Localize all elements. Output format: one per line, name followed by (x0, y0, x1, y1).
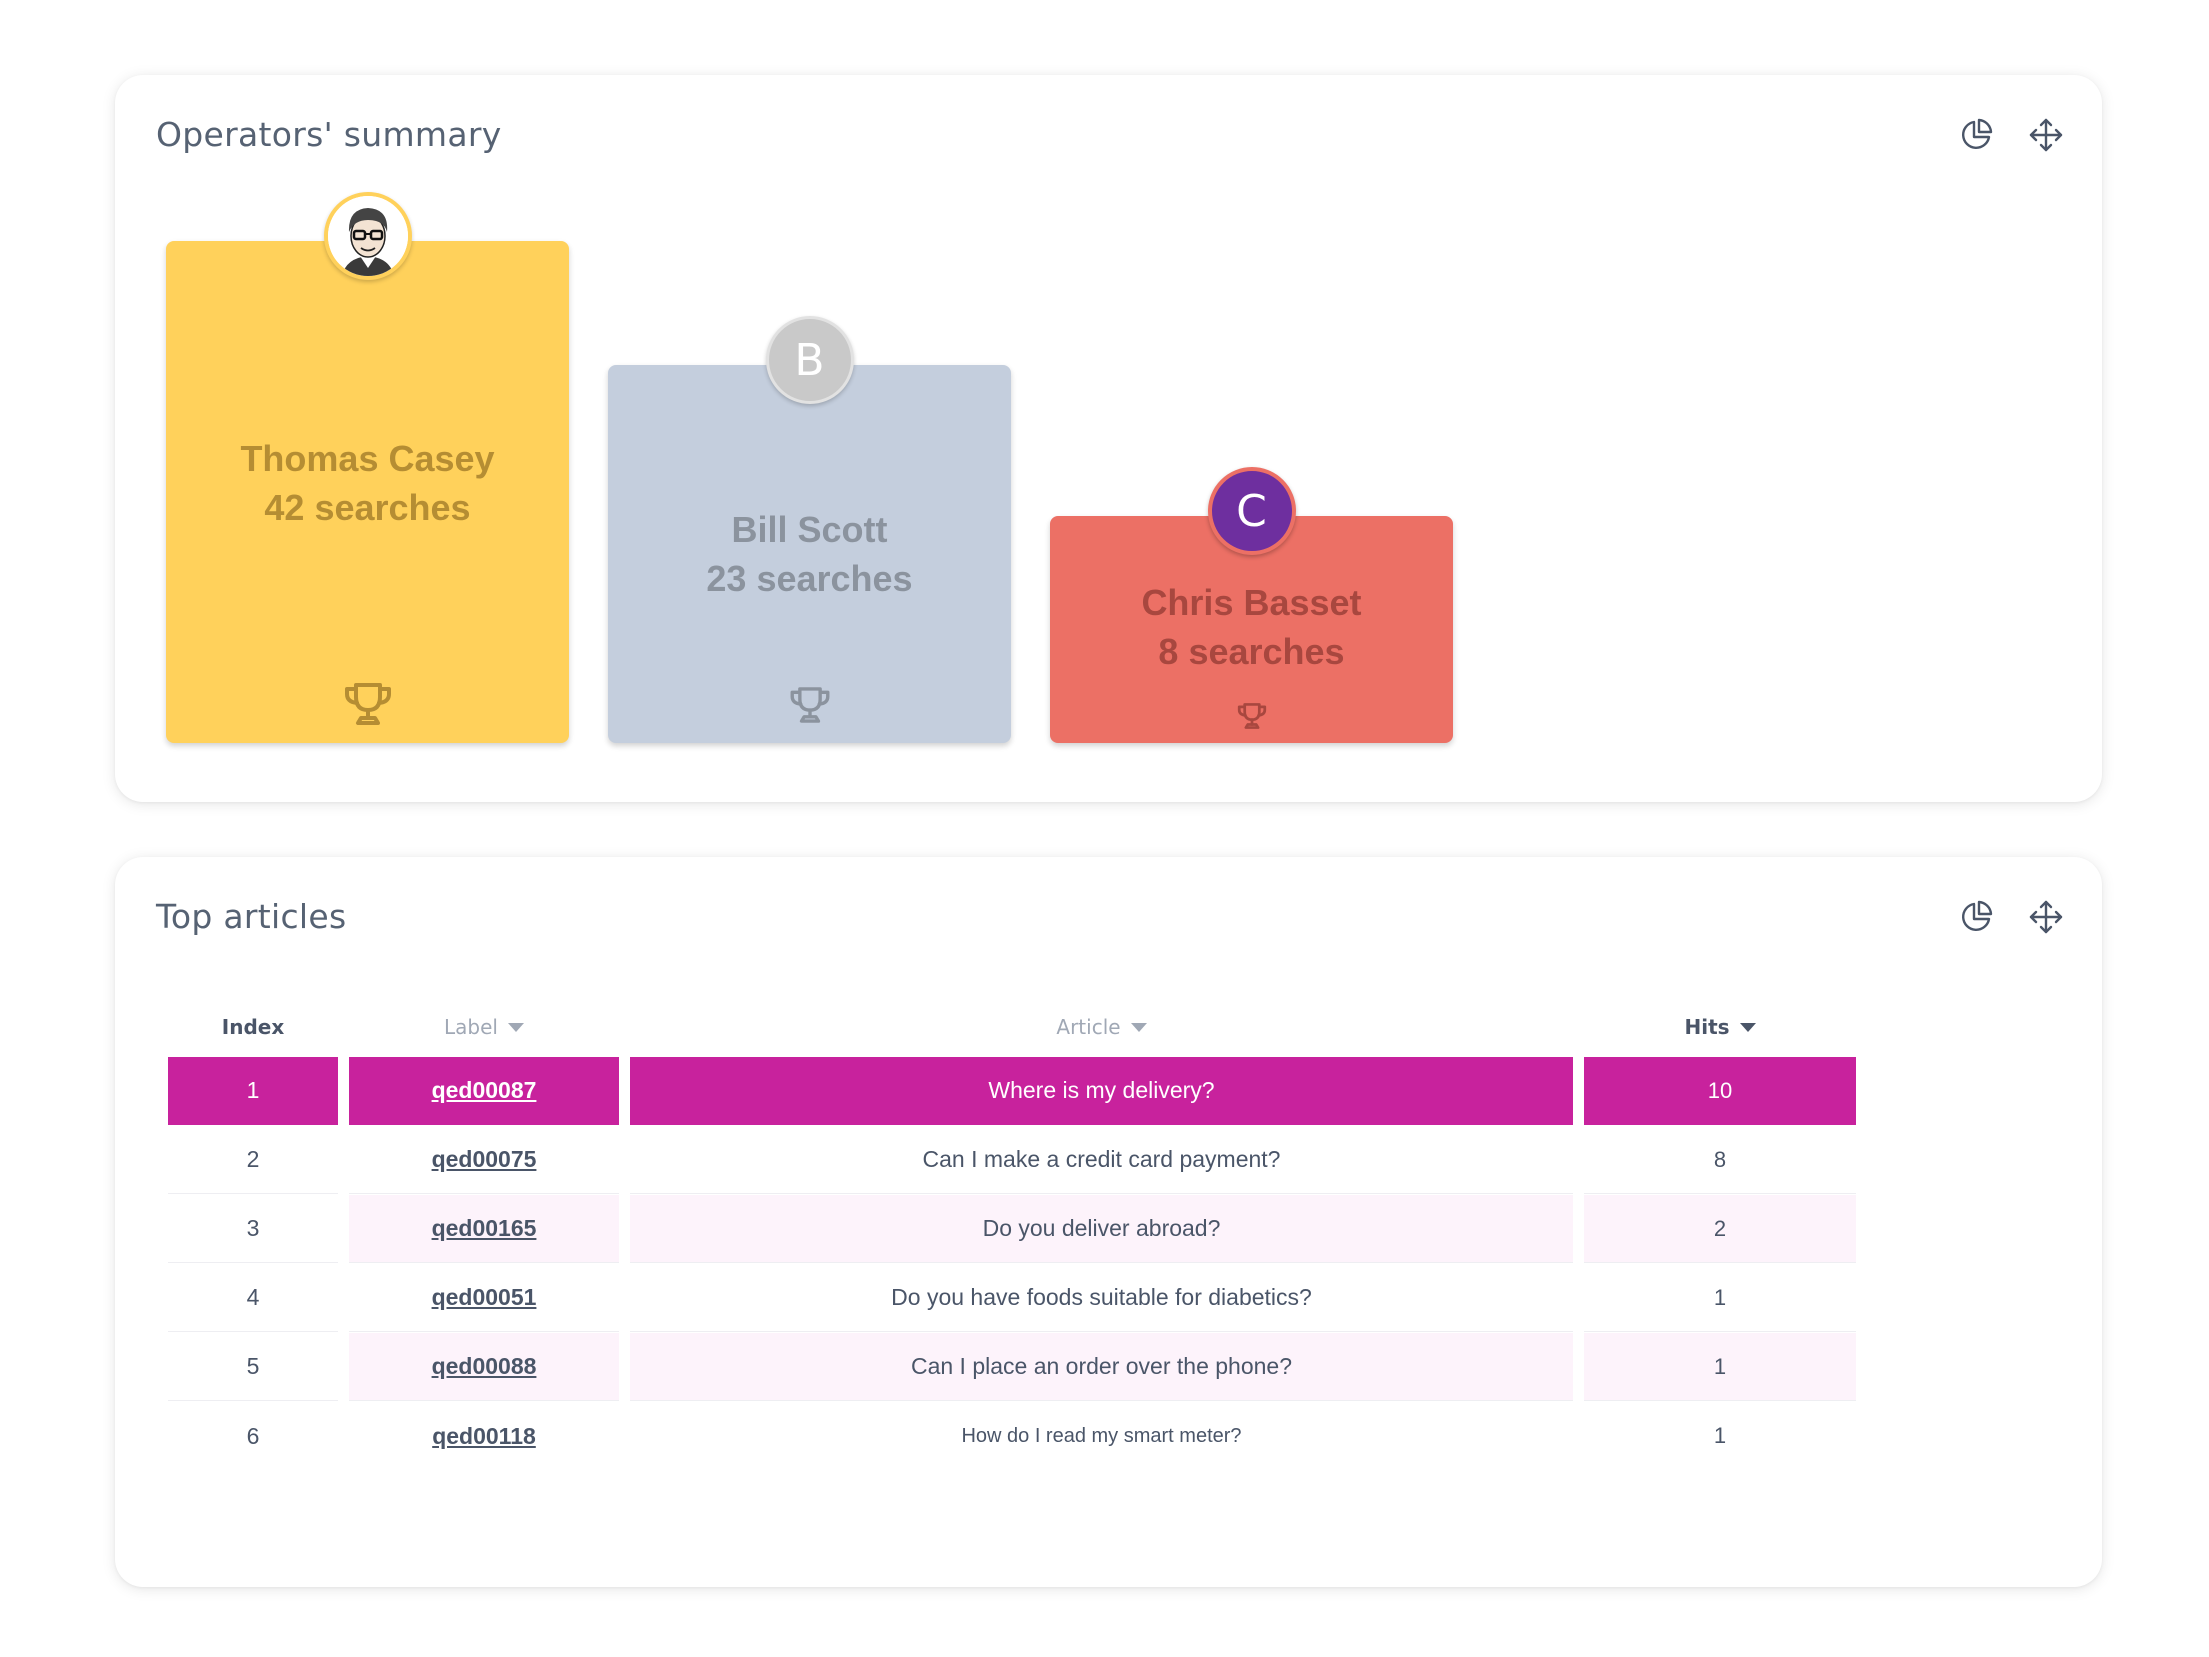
operator-searches: 42 searches (264, 487, 471, 528)
chart-icon[interactable] (1956, 897, 1996, 937)
label-cell: qed00165 (349, 1195, 619, 1263)
avatar: C (1207, 467, 1296, 555)
hits-cell: 1 (1713, 1423, 1727, 1448)
column-header-index: Index (221, 1015, 285, 1039)
index-cell: 2 (168, 1126, 338, 1194)
index-cell: 4 (168, 1264, 338, 1332)
table-row[interactable]: 4 qed00051 Do you have foods suitable fo… (168, 1264, 1856, 1333)
card-tools (1956, 115, 2066, 155)
table-row[interactable]: 2 qed00075 Can I make a credit card paym… (168, 1126, 1856, 1195)
operators-summary-card: Operators' summary (115, 75, 2102, 802)
sort-caret-icon (1130, 1022, 1147, 1032)
article-link[interactable]: qed00051 (431, 1284, 537, 1310)
article-cell: Where is my delivery? (630, 1057, 1573, 1125)
article-cell: Do you have foods suitable for diabetics… (630, 1264, 1573, 1332)
hits-cell: 2 (1584, 1195, 1856, 1263)
avatar: B (765, 316, 854, 404)
operator-searches: 8 searches (1158, 631, 1345, 672)
card-title: Top articles (156, 897, 347, 936)
index-cell: 1 (168, 1057, 338, 1125)
label-cell: qed00075 (349, 1126, 619, 1194)
index-cell: 5 (168, 1333, 338, 1401)
article-link[interactable]: qed00087 (431, 1077, 537, 1103)
article-link[interactable]: qed00165 (431, 1215, 537, 1241)
avatar (323, 192, 412, 280)
article-cell: Can I place an order over the phone? (630, 1333, 1573, 1401)
index-cell: 3 (168, 1195, 338, 1263)
operator-searches: 23 searches (706, 558, 913, 599)
article-link[interactable]: qed00118 (432, 1422, 536, 1449)
operator-name: Chris Basset (1141, 582, 1362, 623)
chart-icon[interactable] (1956, 115, 1996, 155)
articles-table: Index Label Article Hits 1 qed00087 Wher… (168, 997, 1856, 1471)
operator-name: Thomas Casey (240, 438, 495, 479)
trophy-icon (344, 683, 391, 725)
hits-cell: 1 (1584, 1333, 1856, 1401)
index-cell: 6 (246, 1422, 260, 1449)
table-header: Index Label Article Hits (168, 997, 1856, 1057)
card-tools (1956, 897, 2066, 937)
top-articles-card: Top articles Index Label Article (115, 857, 2102, 1587)
article-cell: How do I read my smart meter? (961, 1424, 1242, 1447)
article-cell: Can I make a credit card payment? (630, 1126, 1573, 1194)
label-cell: qed00087 (349, 1057, 619, 1125)
move-icon[interactable] (2026, 115, 2066, 155)
label-cell: qed00118 (349, 1402, 619, 1470)
trophy-icon (790, 687, 829, 723)
table-row[interactable]: 6 qed00118 How do I read my smart meter?… (168, 1402, 1856, 1471)
table-row[interactable]: 3 qed00165 Do you deliver abroad? 2 (168, 1195, 1856, 1264)
podium-first-place: Thomas Casey 42 searches (166, 192, 569, 743)
hits-cell: 10 (1584, 1057, 1856, 1125)
label-cell: qed00051 (349, 1264, 619, 1332)
table-row[interactable]: 1 qed00087 Where is my delivery? 10 (168, 1057, 1856, 1126)
column-header-hits[interactable]: Hits (1584, 997, 1856, 1057)
label-cell: qed00088 (349, 1333, 619, 1401)
move-icon[interactable] (2026, 897, 2066, 937)
podium-third-place: C Chris Basset 8 searches (1050, 467, 1453, 743)
trophy-icon (1237, 703, 1266, 729)
card-title: Operators' summary (156, 115, 502, 154)
hits-cell: 1 (1584, 1264, 1856, 1332)
podium-second-place: B Bill Scott 23 searches (608, 316, 1011, 743)
hits-cell: 8 (1584, 1126, 1856, 1194)
article-link[interactable]: qed00075 (431, 1146, 537, 1172)
operator-name: Bill Scott (731, 509, 888, 550)
table-row[interactable]: 5 qed00088 Can I place an order over the… (168, 1333, 1856, 1402)
sort-caret-icon (507, 1022, 524, 1032)
article-link[interactable]: qed00088 (431, 1353, 537, 1379)
column-header-article[interactable]: Article (630, 997, 1573, 1057)
article-cell: Do you deliver abroad? (630, 1195, 1573, 1263)
sort-caret-icon (1739, 1022, 1756, 1032)
column-header-label[interactable]: Label (349, 997, 619, 1057)
